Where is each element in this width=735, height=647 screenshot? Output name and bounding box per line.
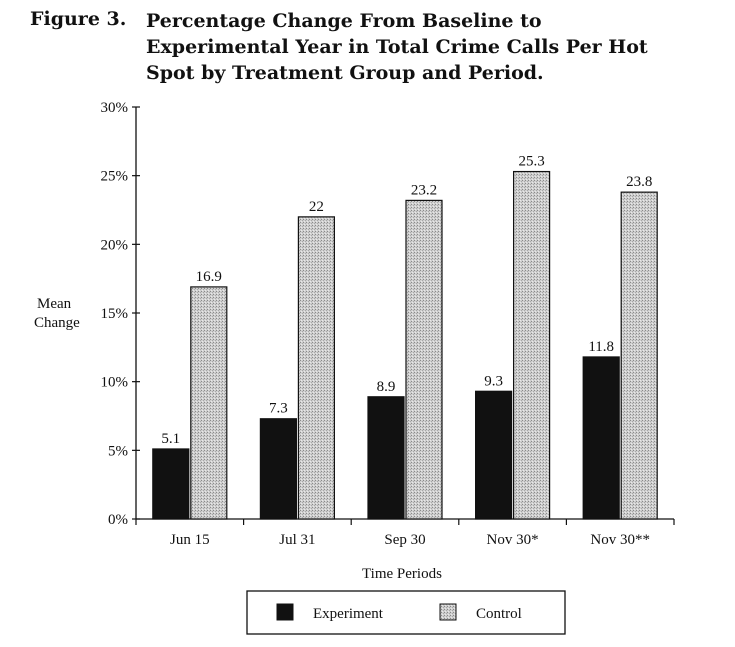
y-tick-label: 5%	[108, 443, 128, 459]
legend: Experiment Control	[246, 590, 566, 635]
y-tick-label: 25%	[101, 169, 129, 185]
figure-title-line-1: Percentage Change From Baseline to	[146, 10, 542, 32]
figure-label: Figure 3.	[30, 8, 127, 30]
x-tick-label: Jul 31	[279, 532, 315, 548]
y-axis-label-line-2: Change	[34, 315, 80, 331]
x-tick-label: Nov 30**	[590, 532, 650, 548]
bar-control	[297, 216, 335, 520]
x-axis-label: Time Periods	[362, 566, 442, 582]
legend-label-control: Control	[476, 606, 522, 622]
legend-swatch-experiment	[276, 603, 294, 621]
x-tick-label: Nov 30*	[487, 532, 539, 548]
bar-experiment	[259, 418, 297, 520]
figure-title-line-3: Spot by Treatment Group and Period.	[146, 62, 544, 84]
bar-control	[190, 286, 228, 520]
y-axis-label-line-1: Mean	[37, 296, 72, 312]
x-tick-label: Jun 15	[170, 532, 210, 548]
data-label-experiment: 7.3	[269, 401, 288, 417]
bar-experiment	[152, 448, 190, 520]
data-label-experiment: 8.9	[377, 379, 396, 395]
figure-title-line-2: Experimental Year in Total Crime Calls P…	[146, 36, 648, 58]
data-label-control: 16.9	[196, 269, 222, 285]
x-tick-label: Sep 30	[384, 532, 425, 548]
data-label-control: 22	[309, 199, 324, 215]
data-label-experiment: 5.1	[161, 431, 180, 447]
y-tick-label: 15%	[101, 306, 129, 322]
figure-title: Percentage Change From Baseline to Exper…	[146, 8, 706, 86]
y-tick-label: 10%	[101, 375, 129, 391]
y-tick-label: 30%	[101, 100, 129, 116]
bar-control	[512, 170, 551, 520]
bar-experiment	[367, 396, 405, 520]
data-label-control: 23.8	[626, 174, 652, 190]
bar-experiment	[582, 356, 620, 520]
legend-label-experiment: Experiment	[313, 606, 384, 622]
bar-experiment	[475, 390, 513, 520]
y-tick-label: 0%	[108, 512, 128, 528]
bar-control	[405, 199, 443, 520]
bar-control	[620, 191, 658, 520]
data-label-control: 23.2	[411, 182, 437, 198]
data-label-experiment: 11.8	[588, 339, 614, 355]
data-label-control: 25.3	[518, 154, 544, 170]
y-tick-label: 20%	[101, 237, 129, 253]
legend-swatch-control	[439, 603, 457, 621]
data-label-experiment: 9.3	[484, 373, 503, 389]
